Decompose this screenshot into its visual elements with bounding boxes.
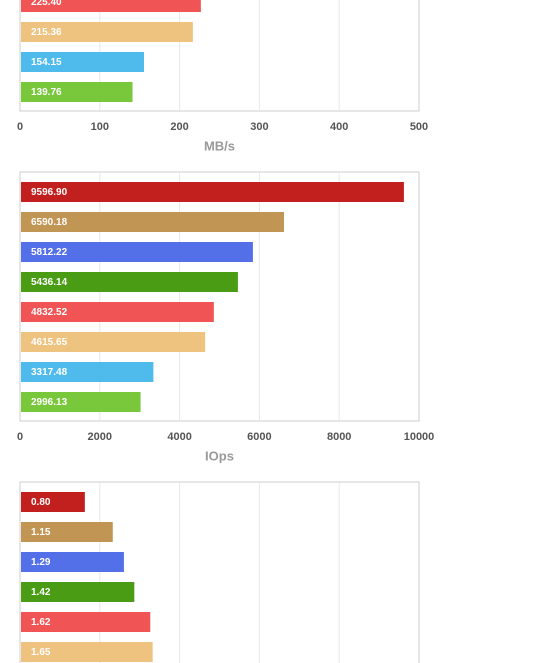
bar <box>21 272 238 292</box>
bar <box>21 552 124 572</box>
bar <box>21 22 193 42</box>
x-tick-label: 8000 <box>327 431 351 443</box>
value-label: 139.76 <box>31 87 62 98</box>
bar <box>21 582 135 602</box>
value-label: 0.80 <box>31 497 51 508</box>
bar <box>21 612 151 632</box>
bar <box>21 242 253 262</box>
value-label: 215.36 <box>31 27 62 38</box>
value-label: 1.62 <box>31 617 51 628</box>
value-label: 2996.13 <box>31 397 68 408</box>
bar <box>21 492 85 512</box>
bar <box>21 642 153 662</box>
bar <box>21 332 206 352</box>
value-label: 1.15 <box>31 527 51 538</box>
bar <box>21 392 141 412</box>
value-label: 3317.48 <box>31 367 68 378</box>
value-label: 4832.52 <box>31 307 68 318</box>
value-label: 5812.22 <box>31 247 68 258</box>
value-label: 6590.18 <box>31 217 68 228</box>
x-tick-label: 2000 <box>88 431 112 443</box>
value-label: 1.65 <box>31 647 51 658</box>
x-axis-label: IOps <box>205 448 234 463</box>
bar <box>21 182 404 202</box>
bar <box>21 52 145 72</box>
value-label: 1.42 <box>31 587 51 598</box>
x-tick-label: 4000 <box>167 431 191 443</box>
value-label: 1.29 <box>31 557 51 568</box>
value-label: 225.40 <box>31 0 62 8</box>
value-label: 154.15 <box>31 57 62 68</box>
value-label: 4615.65 <box>31 337 68 348</box>
bar <box>21 302 214 322</box>
bar <box>21 212 284 232</box>
x-tick-label: 500 <box>410 121 428 133</box>
value-label: 5436.14 <box>31 277 68 288</box>
x-tick-label: 0 <box>17 431 23 443</box>
x-tick-label: 10000 <box>404 431 435 443</box>
value-label: 9596.90 <box>31 187 68 198</box>
bar <box>21 522 113 542</box>
x-tick-label: 6000 <box>247 431 271 443</box>
bar <box>21 362 154 382</box>
bar <box>21 0 201 12</box>
plot-area <box>19 171 420 422</box>
bar <box>21 82 133 102</box>
x-axis-label: MB/s <box>204 138 235 153</box>
x-tick-label: 0 <box>17 121 23 133</box>
x-tick-label: 100 <box>91 121 109 133</box>
x-tick-label: 400 <box>330 121 348 133</box>
x-tick-label: 200 <box>170 121 188 133</box>
x-tick-label: 300 <box>250 121 268 133</box>
plot-area <box>19 481 420 663</box>
